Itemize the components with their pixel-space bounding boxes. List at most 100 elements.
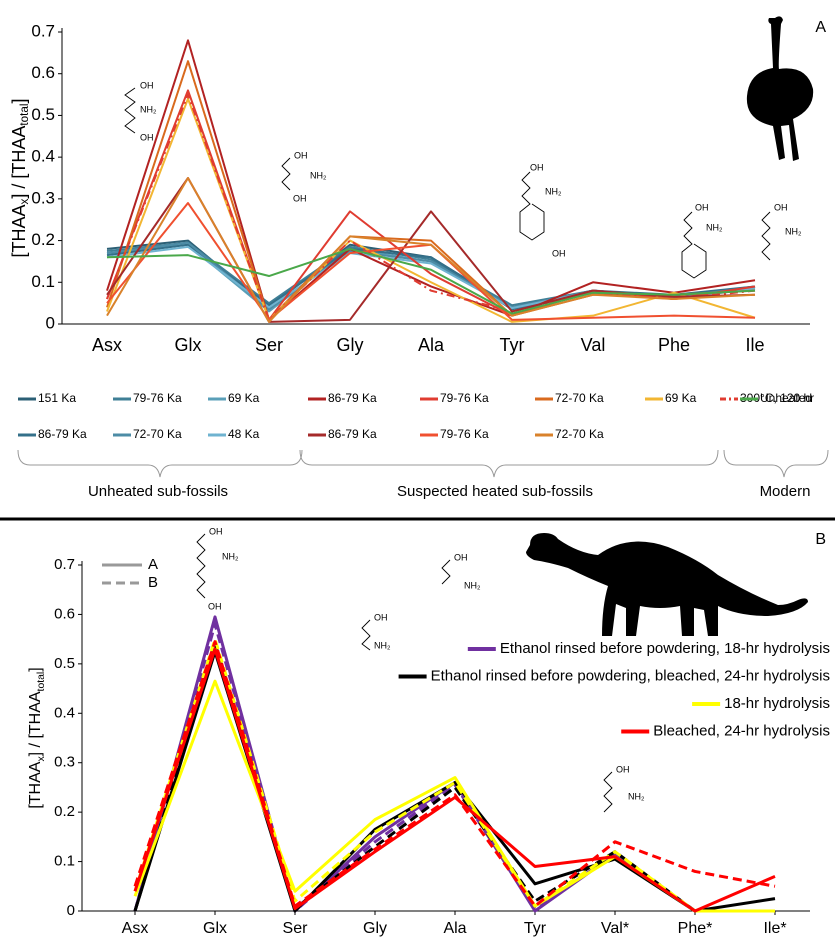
molecule-ile: OH NH₂: [761, 202, 802, 261]
panel-label: A: [815, 19, 826, 36]
y-axis-title-part: total: [36, 672, 47, 692]
legend-label: 69 Ka: [228, 391, 260, 405]
y-tick-label: 0.3: [31, 188, 55, 207]
legend-group-label: Unheated sub-fossils: [88, 483, 228, 500]
y-tick-label: 0: [67, 902, 75, 919]
molecule-tyr: OH NH₂ OH: [519, 162, 566, 258]
legend-label: 79-76 Ka: [440, 427, 489, 441]
legend-group-label: Modern: [760, 483, 811, 500]
molecule-gly: OH NH₂: [361, 612, 391, 650]
y-axis-title-part: x: [36, 756, 47, 762]
y-tick-label: 0.4: [31, 147, 55, 166]
x-tick-label: Tyr: [500, 335, 525, 355]
molecule-label: OH: [140, 132, 154, 142]
molecule-label: NH₂: [706, 222, 723, 232]
molecule-label: OH: [209, 526, 223, 536]
series-line: [106, 39, 756, 321]
molecule-label: NH₂: [374, 640, 391, 650]
series-line: [106, 247, 756, 315]
molecule-phe: OH NH₂: [681, 202, 723, 279]
y-tick-label: 0.6: [54, 605, 75, 622]
x-tick-label: Asx: [92, 335, 122, 355]
series-line: [106, 177, 756, 323]
sauropod-silhouette: [526, 533, 808, 636]
y-axis-title-part: x: [18, 198, 31, 204]
x-tick-label: Val*: [601, 920, 629, 937]
y-axis-title: [THAAx] / [THAAtotal]: [9, 99, 31, 258]
legend-label: 86-79 Ka: [328, 427, 377, 441]
y-tick-label: 0.2: [31, 230, 55, 249]
molecule-label: OH: [530, 162, 544, 172]
molecule-label: OH: [293, 193, 307, 203]
series-line: [106, 177, 756, 323]
series-line: [106, 97, 756, 323]
molecule-label: NH₂: [140, 104, 157, 114]
x-tick-label: Ile*: [763, 920, 786, 937]
series-line: [133, 637, 775, 913]
legend-label: 86-79 Ka: [328, 391, 377, 405]
legend-label: Ethanol rinsed before powdering, 18-hr h…: [500, 640, 830, 657]
x-tick-label: Phe*: [678, 920, 713, 937]
y-tick-label: 0.5: [31, 105, 55, 124]
series-line: [106, 60, 756, 321]
molecule-label: NH₂: [310, 170, 327, 180]
x-tick-label: Phe: [658, 335, 690, 355]
molecule-label: NH₂: [222, 551, 239, 561]
legend-braces: [17, 449, 829, 478]
y-tick-label: 0.5: [54, 655, 75, 672]
y-axis-title-part: [THAA: [9, 204, 29, 257]
molecule-label: OH: [774, 202, 788, 212]
y-tick-label: 0.4: [54, 704, 75, 721]
molecule-label: OH: [140, 80, 154, 90]
y-tick-label: 0.1: [31, 272, 55, 291]
y-axis-title-part: ]: [9, 99, 29, 104]
style-legend-label: B: [148, 574, 158, 591]
y-tick-label: 0.7: [54, 556, 75, 573]
molecule-label: OH: [208, 601, 222, 611]
y-axis-title-part: [THAA: [27, 761, 44, 808]
molecule-label: OH: [374, 612, 388, 622]
molecule-label: OH: [454, 552, 468, 562]
molecule-asx: OH NH₂ OH: [124, 80, 157, 142]
legend-label: 79-76 Ka: [133, 391, 182, 405]
legend-label: 300°C, 120 hr: [740, 391, 814, 405]
molecule-label: NH₂: [785, 226, 802, 236]
y-axis-title-part: ] / [THAA: [9, 126, 29, 199]
molecule-label: OH: [616, 764, 630, 774]
panel-label: B: [815, 531, 826, 548]
x-tick-label: Glx: [175, 335, 202, 355]
x-tick-label: Gly: [363, 920, 387, 937]
x-tick-label: Glx: [203, 920, 227, 937]
y-axis-title-part: total: [18, 104, 31, 126]
molecule-label: OH: [695, 202, 709, 212]
molecule-label: NH₂: [545, 186, 562, 196]
molecule-label: NH₂: [628, 791, 645, 801]
y-tick-label: 0.1: [54, 853, 75, 870]
legend-label: 79-76 Ka: [440, 391, 489, 405]
legend-label: Unheated: [760, 391, 812, 405]
x-tick-label: Ile: [745, 335, 764, 355]
molecule-val: OH NH₂: [603, 764, 645, 813]
ostrich-silhouette: [746, 16, 814, 162]
y-tick-label: 0: [46, 313, 55, 332]
y-tick-label: 0.6: [31, 63, 55, 82]
molecule-glu: OH NH₂ OH: [196, 526, 239, 611]
molecule-label: OH: [552, 248, 566, 258]
legend-label: 69 Ka: [665, 391, 697, 405]
x-tick-label: Gly: [337, 335, 364, 355]
molecule-label: NH₂: [464, 580, 481, 590]
molecule-ala: OH NH₂: [441, 552, 481, 590]
legend-label: 151 Ka: [38, 391, 76, 405]
y-axis-title: [THAAx] / [THAAtotal]: [27, 667, 47, 808]
legend-group-label: Suspected heated sub-fossils: [397, 483, 593, 500]
molecule-label: OH: [294, 150, 308, 160]
x-tick-label: Ser: [283, 920, 309, 937]
y-tick-label: 0.2: [54, 803, 75, 820]
x-tick-label: Val: [581, 335, 606, 355]
legend-label: 72-70 Ka: [133, 427, 182, 441]
legend-label: Bleached, 24-hr hydrolysis: [653, 722, 830, 739]
x-tick-label: Ser: [255, 335, 283, 355]
y-tick-label: 0.3: [54, 754, 75, 771]
x-tick-label: Asx: [122, 920, 149, 937]
